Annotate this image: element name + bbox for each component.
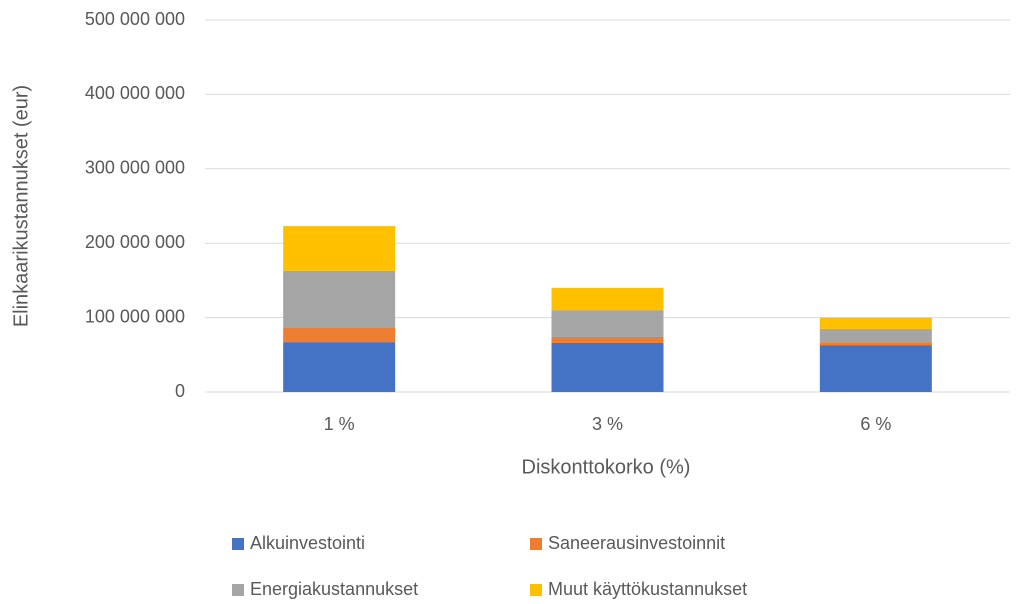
- legend-label: Muut käyttökustannukset: [548, 579, 747, 599]
- legend-swatch: [530, 538, 542, 550]
- y-tick-label: 400 000 000: [85, 83, 185, 103]
- y-tick-label: 200 000 000: [85, 232, 185, 252]
- bar-segment: [283, 328, 396, 343]
- legend-swatch: [530, 584, 542, 596]
- bar-segment: [819, 317, 932, 329]
- y-tick-label: 100 000 000: [85, 306, 185, 326]
- bar-segment: [551, 310, 664, 337]
- bar-segment: [283, 226, 396, 271]
- y-tick-label: 0: [175, 381, 185, 401]
- x-axis-title: Diskonttokorko (%): [522, 456, 691, 478]
- legend-swatch: [232, 538, 244, 550]
- bar-segment: [283, 270, 396, 329]
- x-tick-label: 1 %: [324, 414, 355, 434]
- bar-segment: [283, 342, 396, 392]
- bar-segment: [819, 345, 932, 392]
- y-axis-title: Elinkaarikustannukset (eur): [10, 85, 32, 327]
- y-tick-label: 300 000 000: [85, 158, 185, 178]
- legend-label: Saneerausinvestoinnit: [548, 533, 725, 553]
- bar-segment: [551, 287, 664, 311]
- bar-segment: [819, 328, 932, 343]
- legend-label: Energiakustannukset: [250, 579, 418, 599]
- legend-swatch: [232, 584, 244, 596]
- x-tick-label: 3 %: [592, 414, 623, 434]
- bar-segment: [551, 336, 664, 343]
- x-tick-label: 6 %: [860, 414, 891, 434]
- bar-segment: [819, 342, 932, 346]
- legend-label: Alkuinvestointi: [250, 533, 365, 553]
- bar-segment: [551, 342, 664, 392]
- y-tick-label: 500 000 000: [85, 9, 185, 29]
